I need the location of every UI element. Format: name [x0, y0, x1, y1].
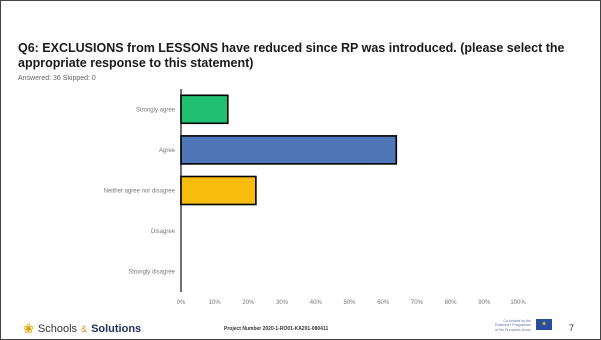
flower-icon: ❀ — [23, 321, 34, 336]
logo-solutions: Solutions — [91, 323, 142, 335]
chart-title: Q6: EXCLUSIONS from LESSONS have reduced… — [18, 41, 565, 70]
category-label: Agree — [159, 148, 176, 154]
category-label: Neither agree nor disagree — [104, 189, 176, 195]
eu-line-2: Erasmus+ Programme — [494, 323, 531, 328]
bar-neither-agree-nor-disagree — [180, 175, 257, 206]
category-label: Strongly disagree — [128, 270, 175, 276]
eu-funding-text: Co-funded by the Erasmus+ Programme of t… — [483, 319, 531, 332]
eu-flag-icon: ✶ — [536, 319, 552, 330]
x-tick-label: 20% — [242, 300, 255, 306]
bar-agree — [180, 135, 398, 165]
schools-solutions-logo: ❀ Schools & Solutions — [23, 321, 141, 337]
x-tick-label: 80% — [445, 300, 458, 306]
answered-skipped-info: Answered: 36 Skipped: 0 — [18, 75, 96, 82]
category-label: Strongly agree — [136, 107, 176, 113]
x-tick-label: 40% — [310, 300, 323, 306]
x-tick-label: 0% — [177, 300, 186, 306]
x-tick-label: 10% — [209, 300, 222, 306]
x-tick-label: 30% — [276, 300, 289, 306]
bar-strongly-agree — [180, 94, 229, 125]
x-tick-label: 50% — [343, 300, 356, 306]
project-number: Project Number 2020-1-RO01-KA201-080411 — [224, 326, 329, 332]
x-tick-label: 90% — [478, 300, 491, 306]
eu-line-3: of the European Union — [495, 327, 531, 332]
x-tick-label: 60% — [377, 300, 390, 306]
page-number: 7 — [569, 323, 575, 333]
logo-ampersand: & — [81, 324, 88, 334]
eu-line-1: Co-funded by the — [503, 319, 531, 323]
x-tick-label: 100% — [510, 300, 526, 306]
category-label: Disagree — [151, 229, 176, 235]
logo-schools: Schools — [37, 323, 78, 335]
x-tick-label: 70% — [411, 300, 424, 306]
